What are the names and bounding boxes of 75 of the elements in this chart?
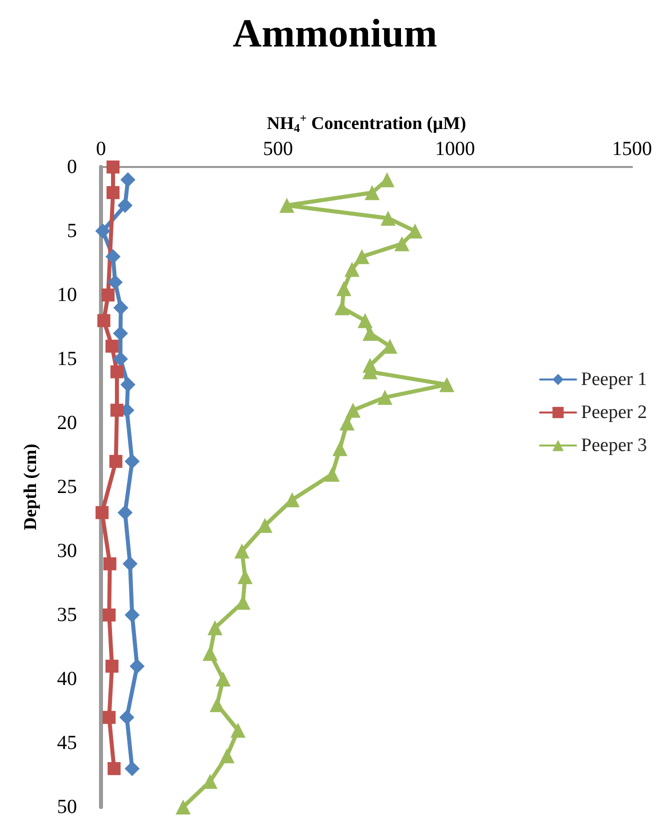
point [130,658,145,674]
point [113,300,128,316]
point [122,556,138,572]
point [346,402,361,418]
point [112,352,128,366]
point [108,274,123,290]
point [102,710,116,724]
x-tick-label: 1500 [612,138,652,160]
point [120,377,136,392]
y-tick-label: 30 [57,540,77,562]
y-tick-label: 40 [57,668,77,690]
point [110,365,124,378]
y-tick-label: 25 [57,476,77,498]
y-tick-label: 20 [57,412,77,434]
point [97,314,110,328]
point [394,236,410,252]
point [120,172,136,188]
y-axis-title: Depth (cm) [20,444,40,530]
point [102,608,116,622]
y-tick-label: 0 [67,156,77,178]
point [377,390,392,405]
point [176,800,191,814]
point [106,186,120,200]
point [109,454,122,468]
point [220,748,235,764]
point [257,518,272,533]
point [103,557,116,570]
point [119,710,134,725]
point [210,697,225,712]
point [124,761,140,776]
point [124,454,140,469]
point [106,160,120,174]
point [354,249,370,264]
point [380,172,395,188]
point [118,505,133,520]
point [112,326,128,341]
x-tick-label: 0 [96,138,106,160]
point [207,620,222,636]
legend-label: Peeper 2 [581,402,648,423]
x-tick-label: 500 [263,138,293,160]
point [358,313,373,328]
x-tick-label: 1000 [435,138,475,160]
point [95,224,110,238]
y-tick-label: 15 [57,348,77,370]
point [108,762,121,776]
point [230,722,246,738]
point [324,466,340,482]
point [380,210,396,226]
point [234,544,250,558]
point [344,262,360,277]
point [96,506,109,520]
point [332,441,348,456]
point [364,185,380,200]
y-tick-label: 35 [57,604,77,626]
point [110,404,124,417]
point [340,416,355,430]
y-tick-label: 5 [67,220,77,242]
point [439,377,454,392]
point [118,198,133,213]
point [102,288,115,302]
point [105,660,118,673]
chart-title: Ammonium [232,10,438,56]
point [202,646,218,661]
point [238,569,253,584]
legend-label: Peeper 3 [581,435,648,456]
y-tick-label: 50 [57,796,77,818]
point [336,281,352,296]
point [124,608,140,622]
point [216,672,231,686]
point [106,249,121,264]
y-tick-label: 10 [57,284,77,306]
legend-label: Peeper 1 [581,369,648,390]
point [279,198,294,213]
y-tick-label: 45 [57,732,77,754]
point [105,340,118,353]
